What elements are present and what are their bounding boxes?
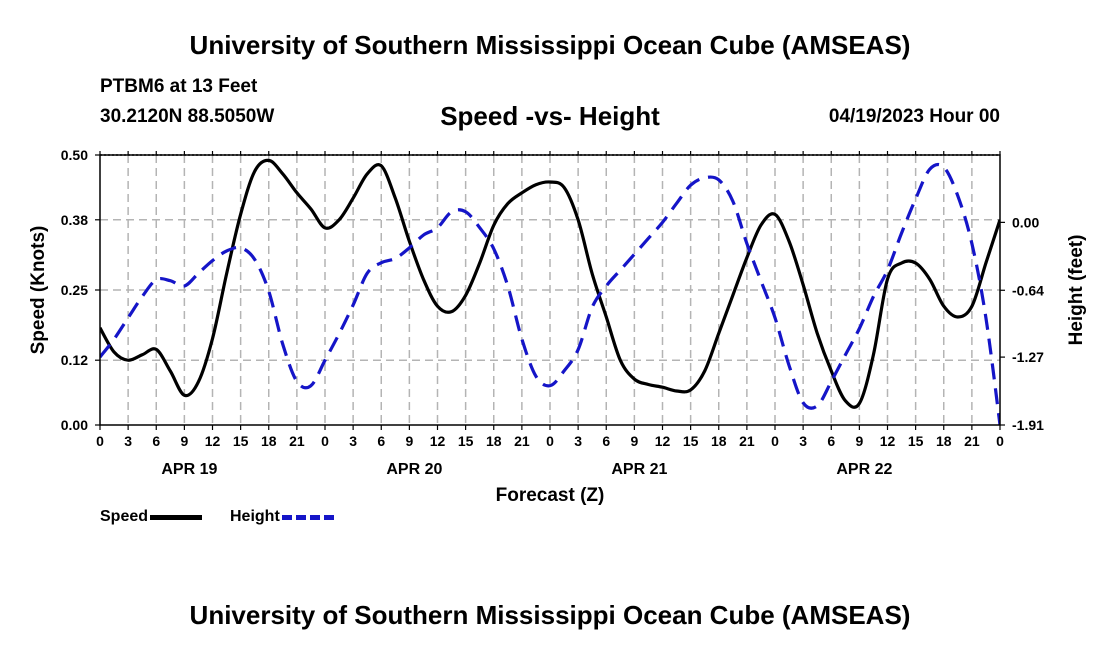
latlon-label: 30.2120N 88.5050W bbox=[100, 106, 275, 127]
x-tick-label: 18 bbox=[486, 433, 502, 449]
x-tick-label: 21 bbox=[739, 433, 755, 449]
x-tick-label: 12 bbox=[430, 433, 446, 449]
chart-subtitle: Speed -vs- Height bbox=[440, 101, 660, 131]
series-layer bbox=[100, 158, 1000, 425]
footer-title: University of Southern Mississippi Ocean… bbox=[189, 600, 911, 630]
chart-title: University of Southern Mississippi Ocean… bbox=[189, 30, 911, 60]
x-tick-label: 6 bbox=[602, 433, 610, 449]
datetime-label: 04/19/2023 Hour 00 bbox=[828, 106, 1000, 127]
x-tick-label: 0 bbox=[996, 433, 1004, 449]
x-tick-label: 6 bbox=[827, 433, 835, 449]
legend-height-label: Height bbox=[230, 508, 280, 525]
x-tick-label: 12 bbox=[205, 433, 221, 449]
x-tick-label: 9 bbox=[405, 433, 413, 449]
x-tick-label: 6 bbox=[152, 433, 160, 449]
y-left-tick-label: 0.00 bbox=[61, 417, 88, 433]
x-tick-label: 0 bbox=[546, 433, 554, 449]
x-tick-label: 3 bbox=[349, 433, 357, 449]
legend-height: Height bbox=[230, 508, 334, 526]
x-tick-label: 15 bbox=[233, 433, 249, 449]
date-label: APR 22 bbox=[836, 461, 892, 478]
x-tick-label: 0 bbox=[96, 433, 104, 449]
x-tick-label: 9 bbox=[630, 433, 638, 449]
y-left-tick-label: 0.25 bbox=[61, 282, 88, 298]
x-tick-label: 12 bbox=[880, 433, 896, 449]
x-axis-title: Forecast (Z) bbox=[496, 485, 605, 506]
y-right-tick-label: -1.91 bbox=[1012, 417, 1044, 433]
date-label: APR 19 bbox=[161, 461, 217, 478]
x-tick-label: 15 bbox=[458, 433, 474, 449]
grid-layer bbox=[100, 155, 1000, 425]
x-tick-label: 6 bbox=[377, 433, 385, 449]
legend-height-swatch bbox=[281, 514, 334, 520]
height-series-line bbox=[100, 162, 1000, 425]
x-tick-label: 21 bbox=[964, 433, 980, 449]
x-tick-label: 18 bbox=[261, 433, 277, 449]
legend-speed-label: Speed bbox=[100, 508, 149, 525]
y-left-tick-label: 0.50 bbox=[61, 147, 88, 163]
x-tick-label: 9 bbox=[180, 433, 188, 449]
y-left-tick-label: 0.12 bbox=[61, 352, 88, 368]
speed-series-line bbox=[100, 158, 1000, 409]
x-tick-label: 3 bbox=[574, 433, 582, 449]
x-tick-label: 15 bbox=[683, 433, 699, 449]
y-right-axis-title: Height (feet) bbox=[1066, 235, 1087, 346]
x-tick-label: 21 bbox=[289, 433, 305, 449]
x-tick-label: 0 bbox=[321, 433, 329, 449]
x-tick-label: 9 bbox=[855, 433, 863, 449]
x-tick-label: 3 bbox=[124, 433, 132, 449]
y-right-tick-label: -0.64 bbox=[1012, 282, 1044, 298]
x-tick-label: 0 bbox=[771, 433, 779, 449]
station-label: PTBM6 at 13 Feet bbox=[100, 76, 258, 97]
x-tick-label: 12 bbox=[655, 433, 671, 449]
date-label: APR 21 bbox=[611, 461, 667, 478]
y-right-tick-label: 0.00 bbox=[1012, 214, 1039, 230]
y-left-axis-title: Speed (Knots) bbox=[28, 226, 49, 355]
legend-speed-swatch bbox=[150, 514, 203, 520]
x-tick-label: 21 bbox=[514, 433, 530, 449]
x-tick-label: 18 bbox=[936, 433, 952, 449]
y-left-tick-label: 0.38 bbox=[61, 212, 88, 228]
axes-layer bbox=[95, 151, 1005, 430]
y-right-tick-label: -1.27 bbox=[1012, 349, 1044, 365]
date-label: APR 20 bbox=[386, 461, 442, 478]
legend-speed: Speed bbox=[100, 508, 203, 526]
labels-layer: 0 3 6 9 12 15 18 21 0 3 6 9 12 15 18 21 0 3 6 9 12 15 18 21 0 3 6 9… bbox=[28, 147, 1087, 506]
x-tick-label: 15 bbox=[908, 433, 924, 449]
x-tick-label: 18 bbox=[711, 433, 727, 449]
x-tick-label: 3 bbox=[799, 433, 807, 449]
